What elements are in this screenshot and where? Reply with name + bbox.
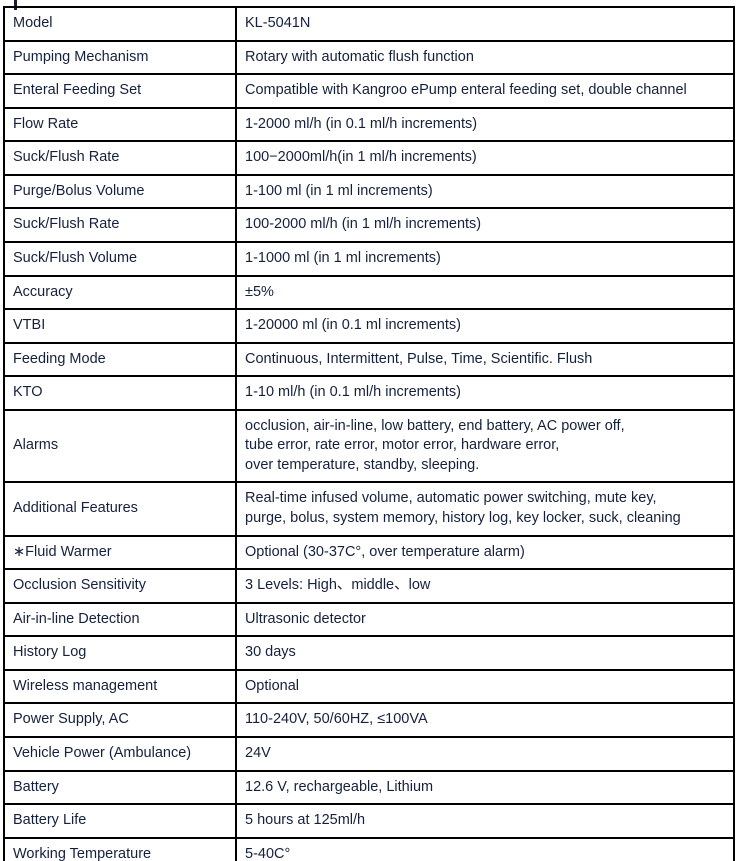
row-label-17: History Log bbox=[4, 636, 236, 670]
table-row: Pumping Mechanism Rotary with automatic f… bbox=[4, 41, 734, 75]
table-row: Power Supply, AC 110-240V, 50/60HZ, ≤100V… bbox=[4, 703, 734, 737]
table-row: Alarms occlusion, air-in-line, low batter… bbox=[4, 410, 734, 483]
row-label-18: Wireless management bbox=[4, 670, 236, 704]
row-label-3: Flow Rate bbox=[4, 108, 236, 142]
row-label-11: KTO bbox=[4, 376, 236, 410]
row-label-1: Pumping Mechanism bbox=[4, 41, 236, 75]
row-label-7: Suck/Flush Volume bbox=[4, 242, 236, 276]
row-value-7: 1-1000 ml (in 1 ml increments) bbox=[236, 242, 734, 276]
row-value-0: KL-5041N bbox=[236, 7, 734, 41]
row-value-15: 3 Levels: High、middle、low bbox=[236, 569, 734, 603]
table-row: Additional Features Real-time infused vol… bbox=[4, 482, 734, 535]
row-value-14: Optional (30-37C°, over temperature alar… bbox=[236, 536, 734, 570]
row-value-19: 110-240V, 50/60HZ, ≤100VA bbox=[236, 703, 734, 737]
row-label-16: Air-in-line Detection bbox=[4, 603, 236, 637]
table-row: Suck/Flush Volume 1-1000 ml (in 1 ml incr… bbox=[4, 242, 734, 276]
row-label-13: Additional Features bbox=[4, 482, 236, 535]
row-value-4: 100−2000ml/h(in 1 ml/h increments) bbox=[236, 141, 734, 175]
table-row: Flow Rate 1-2000 ml/h (in 0.1 ml/h increm… bbox=[4, 108, 734, 142]
table-row: ∗Fluid Warmer Optional (30-37C°, over tem… bbox=[4, 536, 734, 570]
row-label-4: Suck/Flush Rate bbox=[4, 141, 236, 175]
row-value-16: Ultrasonic detector bbox=[236, 603, 734, 637]
row-label-5: Purge/Bolus Volume bbox=[4, 175, 236, 209]
row-value-23: 5-40C° bbox=[236, 838, 734, 861]
row-label-10: Feeding Mode bbox=[4, 343, 236, 377]
table-row: Occlusion Sensitivity 3 Levels: High、midd… bbox=[4, 569, 734, 603]
row-label-14: ∗Fluid Warmer bbox=[4, 536, 236, 570]
row-value-6: 100-2000 ml/h (in 1 ml/h increments) bbox=[236, 208, 734, 242]
specification-table: Model KL-5041N Pumping Mechanism Rotary wit… bbox=[3, 6, 735, 861]
row-label-2: Enteral Feeding Set bbox=[4, 74, 236, 108]
row-label-12: Alarms bbox=[4, 410, 236, 483]
table-row: Suck/Flush Rate 100−2000ml/h(in 1 ml/h in… bbox=[4, 141, 734, 175]
row-label-23: Working Temperature bbox=[4, 838, 236, 861]
row-value-2: Compatible with Kangroo ePump enteral fe… bbox=[236, 74, 734, 108]
table-row: Model KL-5041N bbox=[4, 7, 734, 41]
spec-sheet-page: Model KL-5041N Pumping Mechanism Rotary wit… bbox=[0, 0, 738, 861]
table-row: Suck/Flush Rate 100-2000 ml/h (in 1 ml/h … bbox=[4, 208, 734, 242]
row-label-6: Suck/Flush Rate bbox=[4, 208, 236, 242]
row-label-15: Occlusion Sensitivity bbox=[4, 569, 236, 603]
row-value-9: 1-20000 ml (in 0.1 ml increments) bbox=[236, 309, 734, 343]
row-label-22: Battery Life bbox=[4, 804, 236, 838]
table-row: History Log 30 days bbox=[4, 636, 734, 670]
row-label-0: Model bbox=[4, 7, 236, 41]
row-label-9: VTBI bbox=[4, 309, 236, 343]
row-value-13: Real-time infused volume, automatic powe… bbox=[236, 482, 734, 535]
row-value-12: occlusion, air-in-line, low battery, end… bbox=[236, 410, 734, 483]
table-row: Air-in-line Detection Ultrasonic detector bbox=[4, 603, 734, 637]
table-row: Wireless management Optional bbox=[4, 670, 734, 704]
table-row: Purge/Bolus Volume 1-100 ml (in 1 ml incr… bbox=[4, 175, 734, 209]
table-row: Feeding Mode Continuous, Intermittent, Pu… bbox=[4, 343, 734, 377]
row-label-20: Vehicle Power (Ambulance) bbox=[4, 737, 236, 771]
row-label-21: Battery bbox=[4, 771, 236, 805]
table-row: Battery Life 5 hours at 125ml/h bbox=[4, 804, 734, 838]
row-value-21: 12.6 V, rechargeable, Lithium bbox=[236, 771, 734, 805]
row-value-20: 24V bbox=[236, 737, 734, 771]
row-value-22: 5 hours at 125ml/h bbox=[236, 804, 734, 838]
row-value-3: 1-2000 ml/h (in 0.1 ml/h increments) bbox=[236, 108, 734, 142]
row-label-19: Power Supply, AC bbox=[4, 703, 236, 737]
row-value-1: Rotary with automatic flush function bbox=[236, 41, 734, 75]
table-row: Battery 12.6 V, rechargeable, Lithium bbox=[4, 771, 734, 805]
table-row: KTO 1-10 ml/h (in 0.1 ml/h increments) bbox=[4, 376, 734, 410]
row-label-8: Accuracy bbox=[4, 276, 236, 310]
specification-table-body: Model KL-5041N Pumping Mechanism Rotary wit… bbox=[4, 7, 734, 861]
row-value-5: 1-100 ml (in 1 ml increments) bbox=[236, 175, 734, 209]
table-row: Working Temperature 5-40C° bbox=[4, 838, 734, 861]
table-row: Accuracy ±5% bbox=[4, 276, 734, 310]
row-value-11: 1-10 ml/h (in 0.1 ml/h increments) bbox=[236, 376, 734, 410]
table-row: VTBI 1-20000 ml (in 0.1 ml increments) bbox=[4, 309, 734, 343]
table-row: Enteral Feeding Set Compatible with Kangr… bbox=[4, 74, 734, 108]
row-value-18: Optional bbox=[236, 670, 734, 704]
row-value-10: Continuous, Intermittent, Pulse, Time, S… bbox=[236, 343, 734, 377]
table-row: Vehicle Power (Ambulance) 24V bbox=[4, 737, 734, 771]
row-value-17: 30 days bbox=[236, 636, 734, 670]
row-value-8: ±5% bbox=[236, 276, 734, 310]
